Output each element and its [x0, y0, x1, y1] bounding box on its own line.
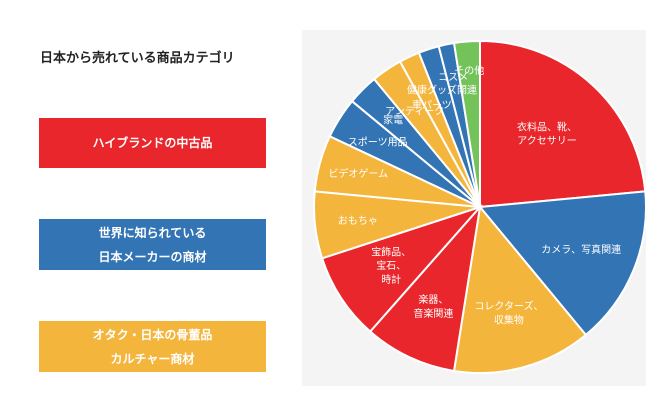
- legend-box-otaku-culture: オタク・日本の骨董品 カルチャー商材: [39, 321, 266, 372]
- pie-chart: 衣料品、靴、アクセサリーカメラ、写真関連コレクターズ、収集物楽器、音楽関連宝飾品…: [313, 39, 646, 374]
- legend-box-line: 日本メーカーの商材: [98, 249, 207, 264]
- pie-slice-label: その他: [454, 64, 484, 77]
- pie-slice: [452, 204, 588, 374]
- pie-slice-label: おもちゃ: [338, 215, 378, 227]
- legend-box-luxury-secondhand: ハイブランドの中古品: [39, 118, 266, 168]
- legend-box-line: 世界に知られている: [98, 225, 207, 240]
- legend-box-line: ハイブランドの中古品: [92, 136, 213, 150]
- pie-slice-label: ビデオゲーム: [328, 167, 388, 180]
- legend-box-line: オタク・日本の骨董品: [92, 327, 213, 342]
- pie-slice-label: 健康グッズ関連: [407, 84, 477, 97]
- pie-slice: [320, 204, 484, 333]
- pie-slice-label: 家電: [383, 114, 403, 127]
- pie-slice: [478, 190, 646, 337]
- page-title: 日本から売れている商品カテゴリ: [40, 51, 235, 66]
- legend-box-line: カルチャー商材: [110, 351, 195, 366]
- pie-slice-label: コスメ: [438, 73, 468, 84]
- pie-slice-label: 宝飾品、宝石、時計: [371, 245, 411, 286]
- pie-slice-label: スポーツ用品: [348, 137, 408, 149]
- pie-slice-label: アンティーク: [385, 105, 444, 117]
- pie-slice-label: コレクターズ、収集物: [474, 300, 543, 327]
- pie-slice: [479, 39, 646, 209]
- pie-slice: [452, 39, 481, 208]
- pie-slice: [368, 203, 482, 373]
- pie-slice-label: 衣料品、靴、アクセサリー: [517, 120, 577, 147]
- legend-box-japanese-makers: 世界に知られている 日本メーカーの商材: [39, 219, 266, 270]
- pie-slice-label: カメラ、写真関連: [541, 243, 621, 256]
- pie-slice-label: 車パーツ: [412, 98, 452, 111]
- pie-slice-label: 楽器、音楽関連: [413, 293, 453, 320]
